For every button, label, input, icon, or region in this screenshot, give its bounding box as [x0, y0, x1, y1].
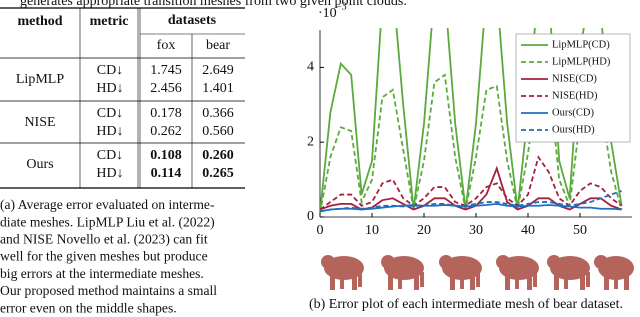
y-scale-base: ·10	[318, 6, 337, 21]
caption-b: (b) Error plot of each intermediate mesh…	[309, 297, 623, 312]
y-tick-label: 0	[307, 209, 314, 224]
caption-line: (a) Average error evaluated on interme-	[0, 197, 215, 213]
method-cell: NISE	[24, 115, 55, 130]
method-cell: LipMLP	[16, 72, 64, 87]
value-cell: 0.265	[202, 166, 234, 181]
x-tick-label: 50	[573, 223, 587, 238]
caption-line: diate meshes. LipMLP Liu et al. (2022)	[0, 214, 215, 230]
legend-label: LipMLP(HD)	[552, 56, 611, 67]
caption-line: error even on the middle shapes.	[0, 300, 177, 315]
value-cell: 1.745	[150, 63, 182, 78]
caption-line: and NISE Novello et al. (2023) can fit	[0, 232, 208, 248]
bear-renders	[321, 255, 634, 290]
metric-cell: HD↓	[96, 166, 123, 181]
column-header: datasets	[168, 13, 217, 28]
value-cell: 0.108	[150, 148, 182, 163]
series-line	[320, 165, 622, 211]
metric-cell: CD↓	[97, 106, 123, 121]
value-cell: 0.114	[151, 166, 182, 181]
x-tick-label: 40	[521, 223, 535, 238]
column-header: fox	[157, 38, 176, 53]
x-tick-label: 30	[469, 223, 483, 238]
method-cell: Ours	[26, 157, 53, 172]
table: method metric datasets fox bear LipMLP CD…	[0, 7, 245, 189]
value-cell: 0.560	[202, 124, 234, 139]
metric-cell: CD↓	[97, 148, 123, 163]
series-line	[320, 203, 622, 213]
legend-label: Ours(CD)	[552, 107, 594, 118]
caption-line: big errors at the intermediate meshes.	[0, 266, 204, 281]
legend-label: NISE(HD)	[552, 90, 598, 101]
column-header: bear	[206, 38, 230, 53]
value-cell: 0.260	[202, 148, 234, 163]
series-line	[320, 73, 623, 214]
column-header: method	[17, 14, 62, 29]
value-cell: 0.366	[202, 106, 234, 121]
metric-cell: CD↓	[97, 63, 123, 78]
series-line	[320, 189, 622, 213]
series-line	[320, 28, 623, 214]
header-text: generates appropriate transition meshes …	[20, 0, 407, 9]
value-cell: 2.649	[202, 63, 234, 78]
value-cell: 2.456	[150, 81, 182, 96]
value-cell: 0.178	[150, 106, 182, 121]
value-cell: 0.262	[150, 124, 182, 139]
series-line	[320, 155, 623, 211]
plot-area	[320, 28, 623, 214]
caption-a: (a) Average error evaluated on interme-d…	[0, 197, 217, 315]
value-cell: 1.401	[202, 81, 234, 96]
y-tick-label: 2	[307, 134, 314, 149]
x-tick-label: 20	[417, 223, 431, 238]
x-tick-label: 10	[365, 223, 379, 238]
legend-label: NISE(CD)	[552, 73, 597, 84]
y-tick-label: 4	[307, 60, 314, 75]
column-header: metric	[90, 14, 129, 29]
legend-box	[515, 33, 631, 143]
caption-line: Our proposed method maintains a small	[0, 283, 217, 298]
y-scale-exponent: −3	[336, 1, 347, 12]
x-tick-label: 0	[317, 223, 324, 238]
legend-label: LipMLP(CD)	[552, 39, 610, 50]
legend: LipMLP(CD) LipMLP(HD) NISE(CD) NISE(HD) Ours…	[515, 33, 631, 143]
metric-cell: HD↓	[96, 81, 123, 96]
metric-cell: HD↓	[96, 124, 123, 139]
legend-label: Ours(HD)	[552, 124, 595, 135]
caption-line: well for the given meshes but produce	[0, 249, 208, 264]
